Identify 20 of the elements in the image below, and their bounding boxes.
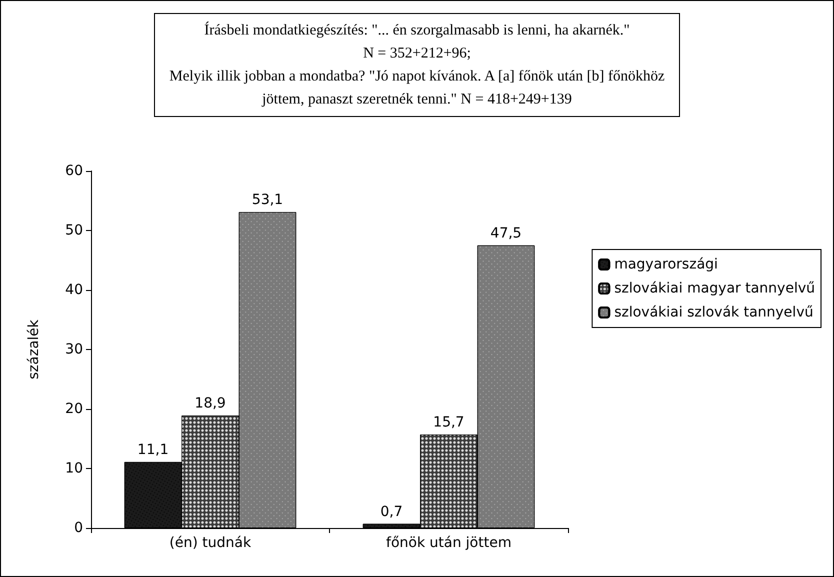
data-label: 11,1: [137, 442, 169, 458]
y-tick-label: 40: [65, 282, 83, 298]
legend-label: szlovákiai szlovák tannyelvű: [614, 304, 814, 320]
data-label: 18,9: [194, 396, 226, 412]
data-label: 47,5: [490, 225, 522, 242]
x-tick-label: (én) tudnák: [169, 535, 252, 551]
data-label: 15,7: [433, 414, 464, 431]
chart-title: Írásbeli mondatkiegészítés: "... én szorgalmasabb is lenni, ha akarnék." N = 352+212+96; Melyik illik jobban a mondatba? "Jó napot kívánok. A [a] főnök után [b] főnökhöz jöttem, panaszt szeretnék tenni." N = 418+249+139: [169, 22, 665, 108]
y-axis-title: százalék: [26, 318, 42, 380]
y-tick-label: 30: [65, 342, 83, 358]
y-tick-label: 0: [74, 520, 83, 536]
legend-label: magyarországi: [614, 256, 718, 272]
data-label: 53,1: [252, 192, 284, 208]
data-label: 0,7: [380, 504, 403, 520]
y-tick-label: 10: [65, 460, 83, 476]
x-tick-label: főnök után jöttem: [386, 535, 512, 551]
y-tick-label: 50: [65, 222, 83, 238]
y-tick-label: 60: [65, 163, 83, 179]
legend-label: szlovákiai magyar tannyelvű: [614, 280, 815, 296]
y-tick-label: 20: [65, 401, 83, 417]
